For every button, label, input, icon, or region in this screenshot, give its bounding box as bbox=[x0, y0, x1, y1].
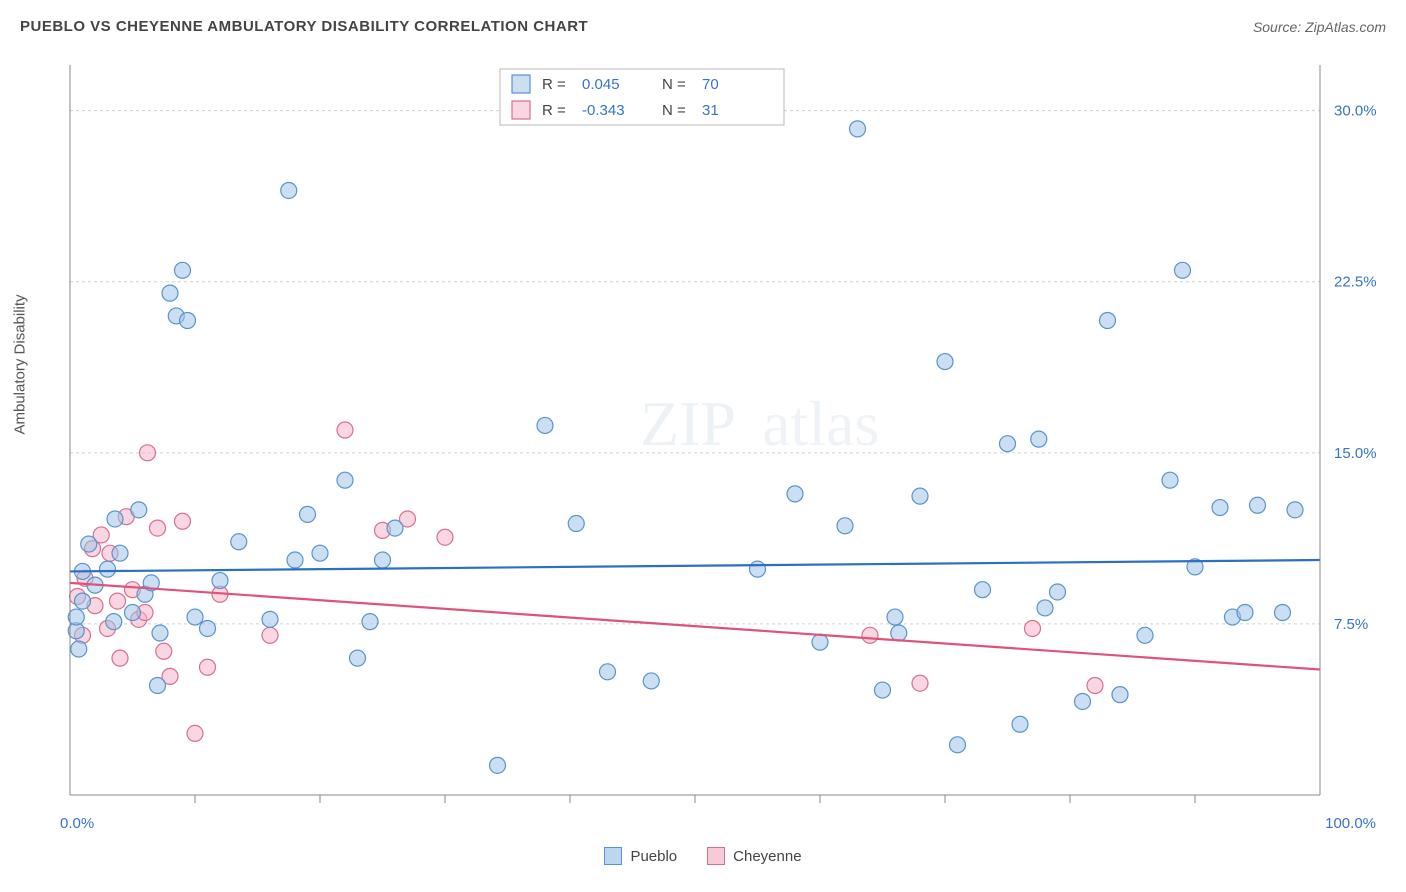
svg-text:N =: N = bbox=[662, 102, 686, 119]
svg-text:15.0%: 15.0% bbox=[1334, 445, 1376, 462]
svg-text:22.5%: 22.5% bbox=[1334, 274, 1376, 291]
x-axis-min-label: 0.0% bbox=[60, 815, 94, 832]
legend-label-cheyenne: Cheyenne bbox=[733, 848, 801, 865]
chart-source: Source: ZipAtlas.com bbox=[1253, 19, 1386, 35]
chart-title: PUEBLO VS CHEYENNE AMBULATORY DISABILITY… bbox=[20, 18, 588, 35]
svg-text:ZIP: ZIP bbox=[640, 388, 736, 459]
legend-swatch-pink bbox=[707, 847, 725, 865]
svg-text:30.0%: 30.0% bbox=[1334, 103, 1376, 120]
chart-legend: Pueblo Cheyenne bbox=[0, 847, 1406, 865]
svg-text:0.045: 0.045 bbox=[582, 76, 620, 93]
legend-item-pueblo: Pueblo bbox=[604, 847, 677, 865]
y-axis-label: Ambulatory Disability bbox=[12, 294, 29, 434]
svg-text:-0.343: -0.343 bbox=[582, 102, 625, 119]
legend-swatch-blue bbox=[604, 847, 622, 865]
x-axis-labels: 0.0% 100.0% bbox=[60, 815, 1376, 841]
svg-text:atlas: atlas bbox=[762, 388, 879, 459]
svg-text:31: 31 bbox=[702, 102, 719, 119]
legend-item-cheyenne: Cheyenne bbox=[707, 847, 801, 865]
svg-text:R =: R = bbox=[542, 76, 566, 93]
chart-container: 7.5% 15.0% 22.5% 30.0% ZIP atlas R = 0.045 N = 70… bbox=[60, 55, 1376, 815]
svg-text:70: 70 bbox=[702, 76, 719, 93]
scatter-chart: 7.5% 15.0% 22.5% 30.0% ZIP atlas R = 0.045 N = 70… bbox=[60, 55, 1376, 815]
x-axis-max-label: 100.0% bbox=[1325, 815, 1376, 832]
svg-text:7.5%: 7.5% bbox=[1334, 616, 1368, 633]
legend-label-pueblo: Pueblo bbox=[630, 848, 677, 865]
svg-text:R =: R = bbox=[542, 102, 566, 119]
chart-header: PUEBLO VS CHEYENNE AMBULATORY DISABILITY… bbox=[0, 0, 1406, 45]
svg-text:N =: N = bbox=[662, 76, 686, 93]
